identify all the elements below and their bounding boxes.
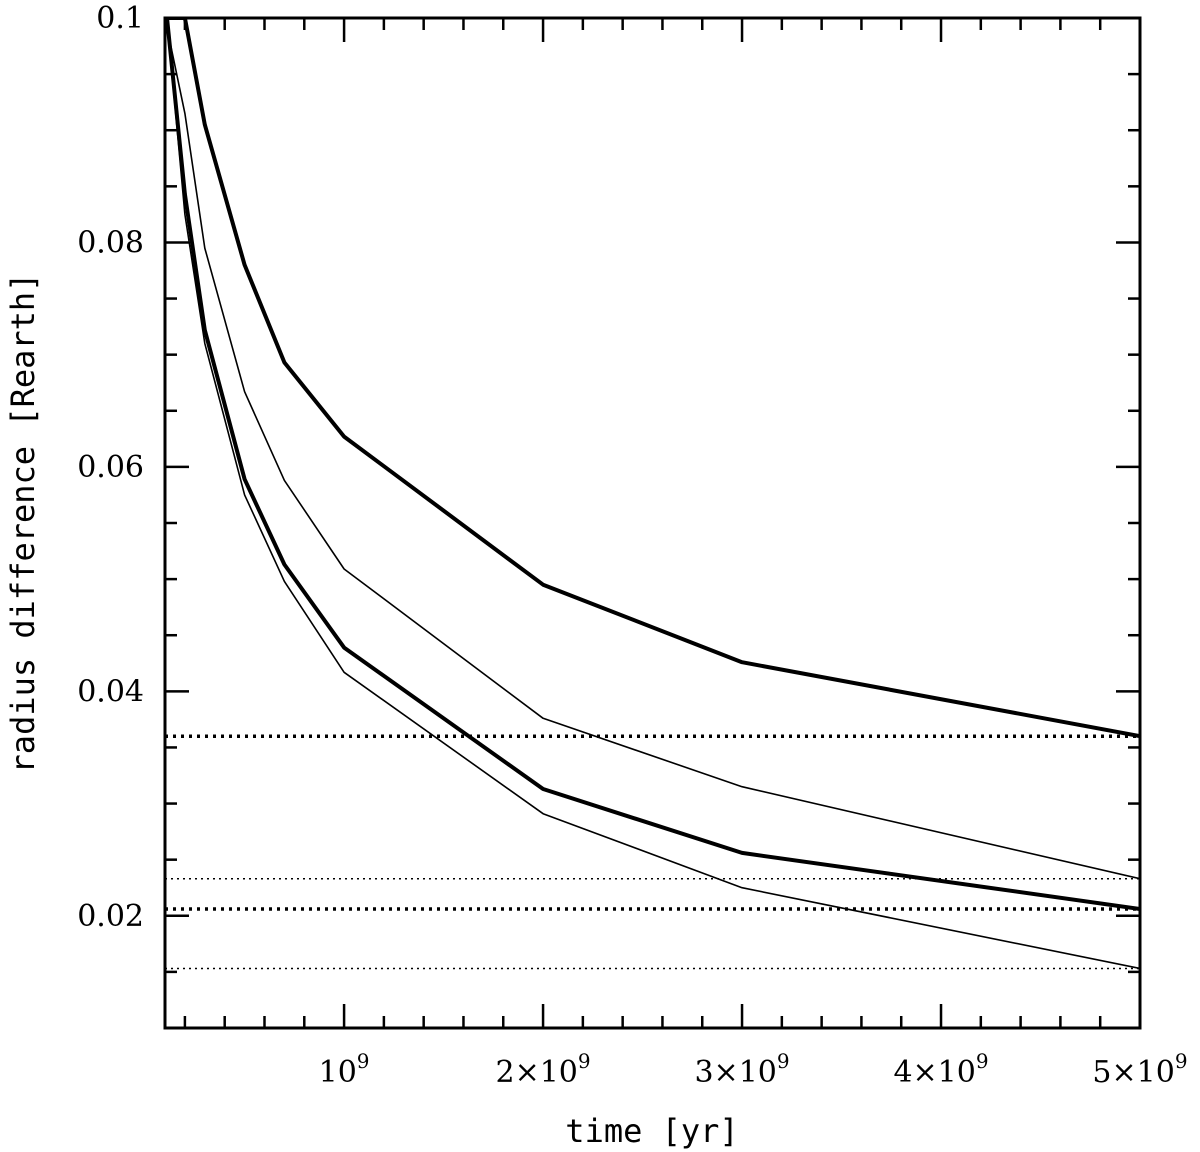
reference-lines <box>165 734 1140 970</box>
series-line-4 <box>166 18 1140 970</box>
series-line-2 <box>165 18 1140 880</box>
y-tick-label: 0.1 <box>96 1 144 36</box>
x-tick-label: 109 <box>319 1049 370 1090</box>
x-tick-label: 3×109 <box>694 1049 789 1090</box>
x-tick-labels: 109 2×109 3×109 4×109 5×109 <box>319 1049 1188 1090</box>
x-tick-label: 5×109 <box>1092 1049 1187 1090</box>
y-tick-label: 0.04 <box>77 674 144 709</box>
y-tick-label: 0.02 <box>77 899 144 934</box>
series-lines <box>165 18 1140 970</box>
series-line-1 <box>169 18 1140 739</box>
tick-marks <box>165 16 1142 1030</box>
x-tick-label: 4×109 <box>893 1049 988 1090</box>
y-tick-label: 0.08 <box>77 225 144 260</box>
x-axis-title: time [yr] <box>565 1112 738 1150</box>
x-tick-label: 2×109 <box>495 1049 590 1090</box>
series-line-3 <box>165 18 1140 911</box>
plot-frame <box>163 16 1142 1030</box>
y-tick-label: 0.06 <box>77 450 144 485</box>
y-tick-labels: 0.02 0.04 0.06 0.08 0.1 <box>77 1 144 934</box>
y-axis-title: radius difference [Rearth] <box>4 273 42 774</box>
